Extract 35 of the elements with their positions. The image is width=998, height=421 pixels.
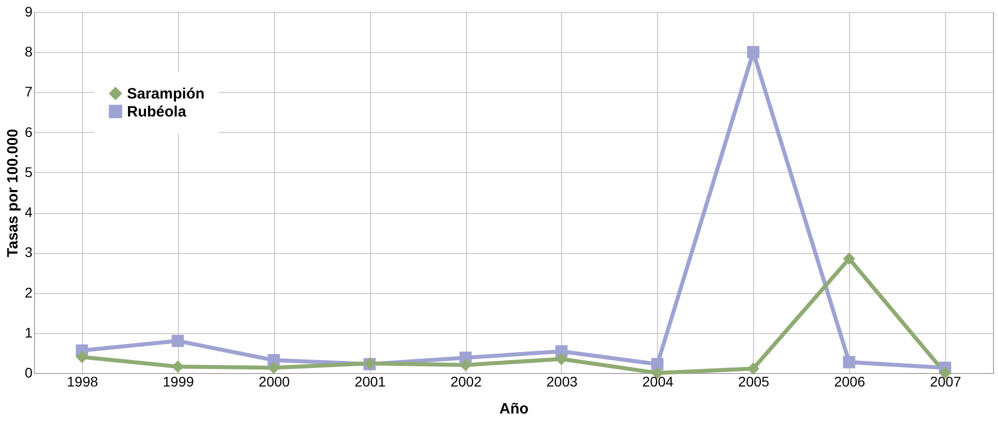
x-tick-label: 1999	[162, 374, 194, 390]
x-tick-label: 2006	[834, 374, 866, 390]
point	[747, 46, 760, 58]
x-axis-title: Año	[499, 400, 529, 418]
legend-label: Sarampión	[127, 86, 205, 102]
x-tick-label: 2002	[450, 374, 482, 390]
y-tick-label: 9	[24, 4, 33, 20]
y-tick-label: 1	[24, 324, 33, 340]
x-tick-label: 2001	[354, 374, 386, 390]
x-tick-label: 2007	[930, 374, 962, 390]
y-tick-label: 4	[24, 204, 33, 220]
x-tick-label: 1998	[66, 374, 98, 390]
legend-label: Rubéola	[127, 104, 187, 120]
point	[843, 252, 856, 265]
x-tick-label: 2003	[546, 374, 578, 390]
point	[651, 358, 664, 370]
y-tick-label: 0	[24, 364, 33, 380]
y-tick-label: 2	[24, 284, 33, 300]
point	[76, 350, 88, 364]
x-tick-label: 2004	[642, 374, 674, 390]
point	[747, 362, 760, 375]
y-axis-title: Tasas por 100.000	[4, 128, 22, 258]
y-tick-label: 5	[24, 164, 33, 180]
point	[172, 334, 184, 348]
x-tick-label: 2005	[738, 374, 770, 390]
point	[555, 352, 568, 366]
y-tick-label: 8	[24, 44, 33, 60]
point	[459, 358, 472, 372]
y-tick-label: 6	[24, 124, 33, 140]
y-tick-label: 3	[24, 244, 33, 260]
point	[843, 356, 856, 368]
x-tick-label: 2000	[258, 374, 290, 390]
point	[268, 362, 280, 374]
point	[172, 360, 184, 373]
y-tick-label: 7	[24, 84, 33, 100]
